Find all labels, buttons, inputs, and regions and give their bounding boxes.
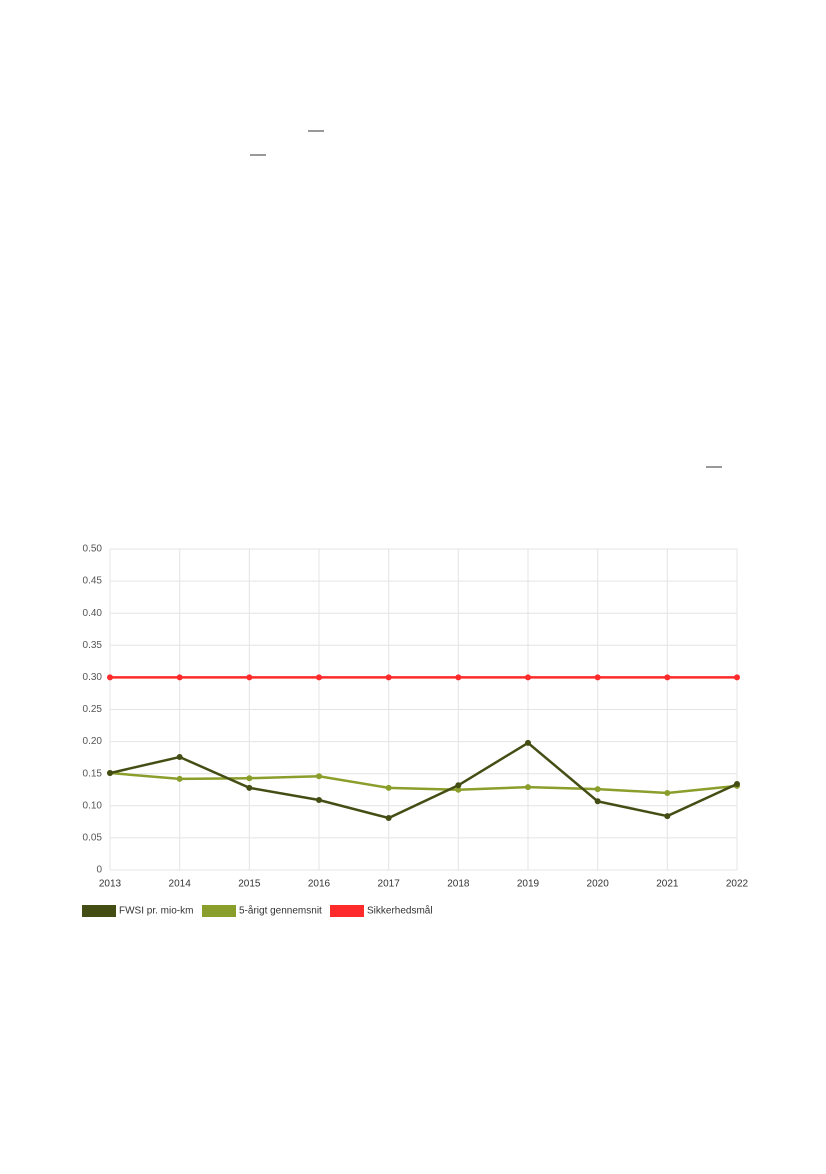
x-tick-label: 2017 (378, 879, 401, 890)
y-tick-label: 0.15 (83, 768, 103, 779)
point (246, 674, 253, 681)
x-tick-label: 2014 (169, 879, 192, 890)
point (594, 786, 601, 793)
point (246, 784, 253, 791)
x-tick-label: 2013 (99, 879, 122, 890)
y-tick-label: 0.40 (83, 608, 103, 619)
x-tick-label: 2016 (308, 879, 331, 890)
point (455, 782, 462, 789)
point (316, 773, 322, 780)
point (316, 674, 322, 681)
point (176, 674, 183, 681)
x-tick-label: 2018 (447, 879, 470, 890)
y-tick-label: 0.30 (83, 672, 103, 683)
legend-label: Sikkerhedsmål (367, 905, 433, 917)
y-tick-label: 0.45 (83, 576, 103, 587)
point (176, 775, 183, 782)
y-tick-label: 0.25 (83, 704, 103, 715)
point (385, 674, 392, 681)
point (594, 798, 601, 805)
series-line (109, 741, 738, 820)
x-tick-label: 2022 (726, 879, 749, 890)
point (664, 674, 671, 681)
y-tick-label: 0 (96, 865, 102, 876)
point (455, 786, 462, 793)
point (176, 754, 183, 761)
y-tick-label: 0.10 (83, 800, 103, 811)
point (525, 739, 531, 746)
x-tick-label: 2021 (656, 879, 679, 890)
y-tick-label: 0.50 (83, 544, 103, 555)
y-tick-label: 0.05 (83, 833, 103, 844)
legend-swatch (202, 905, 236, 917)
point (316, 797, 322, 804)
point (664, 813, 671, 820)
legend-label: FWSI pr. mio-km (119, 906, 193, 917)
point (525, 784, 531, 791)
point (734, 780, 740, 787)
y-tick-label: 0.35 (83, 640, 103, 651)
point (525, 674, 531, 681)
point (734, 674, 740, 681)
legend-swatch (330, 905, 364, 917)
point (246, 775, 253, 782)
point (664, 789, 671, 796)
point (385, 814, 392, 821)
x-tick-label: 2019 (517, 879, 540, 890)
series-line (109, 771, 738, 795)
point (455, 674, 462, 681)
x-tick-label: 2020 (587, 879, 610, 890)
legend-label: 5-årigt gennemsnit (239, 905, 322, 917)
legend-swatch (82, 905, 116, 917)
point (107, 674, 113, 681)
point (385, 784, 392, 791)
point (107, 770, 113, 777)
y-tick-label: 0.20 (83, 736, 103, 747)
point (594, 674, 601, 681)
x-tick-label: 2015 (238, 879, 261, 890)
